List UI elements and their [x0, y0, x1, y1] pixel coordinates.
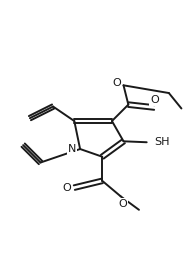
Text: O: O — [150, 95, 159, 105]
Text: N: N — [68, 144, 76, 154]
Text: O: O — [63, 183, 71, 193]
Text: SH: SH — [154, 137, 170, 147]
Text: O: O — [118, 199, 127, 209]
Text: O: O — [113, 78, 122, 88]
